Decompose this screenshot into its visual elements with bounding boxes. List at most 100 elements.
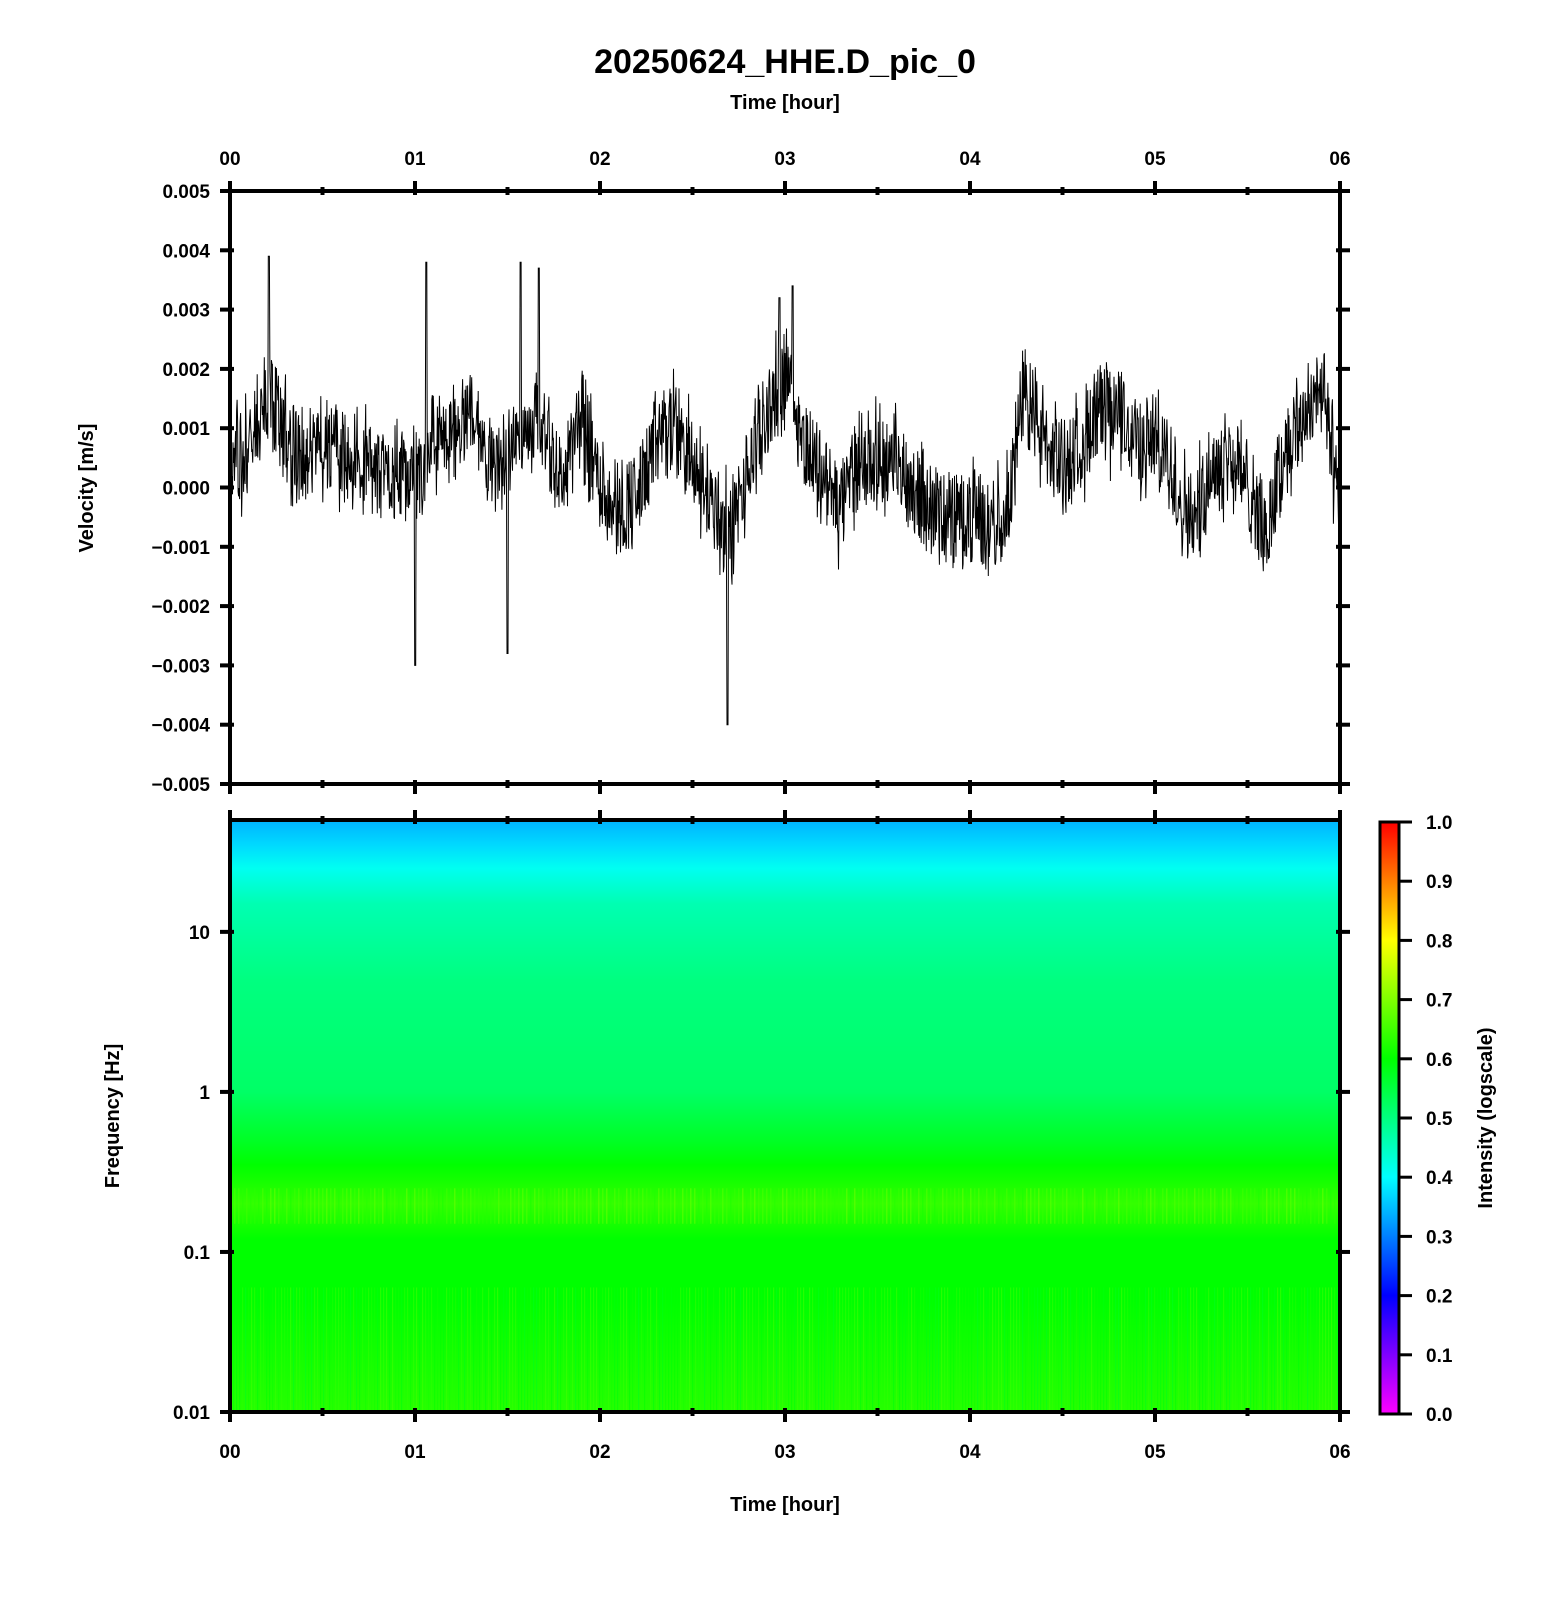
spectrogram-stripe [1190,1287,1192,1412]
spectrogram-stripe [1235,1287,1237,1412]
spectrogram-stripe [491,1287,493,1412]
spectrogram-band-stripe [326,1188,328,1224]
spectrogram-stripe [584,1287,586,1412]
spectrogram-stripe [662,1287,664,1412]
spectrogram-stripe [626,1287,628,1412]
waveform-y-tick-label: 0.000 [162,479,210,500]
spectrogram-stripe [374,1287,376,1412]
spectrogram-band-stripe [410,1188,412,1224]
spectrogram-band-stripe [626,1188,628,1224]
spectrogram-stripe [974,1287,976,1412]
spectrogram-band-stripe [1078,1188,1080,1224]
spectrogram-band-stripe [1010,1188,1012,1224]
spectrogram-band-stripe [1022,1188,1024,1224]
spectrogram-stripe [980,1287,982,1412]
spectrogram-stripe [890,1287,892,1412]
spectrogram-band-stripe [1126,1188,1128,1224]
waveform-x-ticks: 00 01 02 03 04 05 06 [219,149,1351,794]
waveform-y-tick-label: 0.004 [162,241,210,262]
spectrogram-band-stripe [994,1188,996,1224]
spectrogram-band-stripe [1162,1188,1164,1224]
spectrogram-band-stripe [686,1188,688,1224]
spectrogram-stripe [416,1287,418,1412]
spectrogram-stripe [941,1287,943,1412]
spectrogram-stripe [1334,1287,1336,1412]
spectrogram-band-stripe [954,1188,956,1224]
spectrogram-stripe [698,1287,700,1412]
spectrogram-band-stripe [1150,1188,1152,1224]
spectrogram-stripe [545,1287,547,1412]
colorbar-tick-label: 0.8 [1426,931,1452,952]
spectrogram-stripe [434,1287,436,1412]
spectrogram-stripe [809,1287,811,1412]
spectrogram-stripe [605,1287,607,1412]
spectrogram-stripe [1055,1287,1057,1412]
spectrogram-x-ticks: 00 01 02 03 04 05 06 [219,810,1351,1463]
spectrogram-band-stripe [498,1188,500,1224]
spectrogram-band-stripe [654,1188,656,1224]
waveform-trace [229,255,1341,726]
spectrogram-stripe [1064,1287,1066,1412]
spectrogram-band-stripe [614,1188,616,1224]
spectrogram-band-stripe [1158,1188,1160,1224]
spectrogram-stripe [263,1287,265,1412]
spectrogram-stripe [1127,1287,1129,1412]
spectrogram-band-stripe [278,1188,280,1224]
spectrogram-band-stripe [478,1188,480,1224]
spectrogram-band-stripe [1090,1188,1092,1224]
spectrogram-band-stripe [1146,1188,1148,1224]
spectrogram-band-stripe [1278,1188,1280,1224]
spectrogram-stripe [353,1287,355,1412]
spectrogram-band-stripe [1186,1188,1188,1224]
spectrogram-band-stripe [446,1188,448,1224]
spectrogram-band-stripe [414,1188,416,1224]
spectrogram-band-stripe [934,1188,936,1224]
top-x-axis-label: Time [hour] [730,92,840,114]
spectrogram-stripe [686,1287,688,1412]
spectrogram-stripe [743,1287,745,1412]
spectrogram-stripe [1205,1287,1207,1412]
spectrogram-stripe [1181,1287,1183,1412]
spectrogram-band-stripe [474,1188,476,1224]
spectrogram-stripe [413,1287,415,1412]
spectrogram-stripe [896,1287,898,1412]
spectrogram-band-stripe [718,1188,720,1224]
spectrogram-stripe [377,1287,379,1412]
spectrogram-stripe [422,1287,424,1412]
spectrogram-band-stripe [1218,1188,1220,1224]
spectrogram-band-stripe [274,1188,276,1224]
spectrogram-stripe [269,1287,271,1412]
spectrogram-stripe [380,1287,382,1412]
spectrogram-band-stripe [702,1188,704,1224]
spectrogram-stripe [329,1287,331,1412]
spectrogram-band-stripe [1122,1188,1124,1224]
spectrogram-band-stripe [318,1188,320,1224]
spectrogram-band-stripe [330,1188,332,1224]
spectrogram-band-stripe [1082,1188,1084,1224]
spectrogram-stripe [1241,1287,1243,1412]
spectrogram-stripe [1016,1287,1018,1412]
spectrogram-band-stripe [1174,1188,1176,1224]
spectrogram-band-stripe [570,1188,572,1224]
spectrogram-stripe [1019,1287,1021,1412]
spectrogram-stripe [476,1287,478,1412]
waveform-x-tick-label: 02 [589,149,610,170]
spectrogram-band-stripe [1030,1188,1032,1224]
spectrogram-band-stripe [910,1188,912,1224]
spectrogram-stripe [644,1287,646,1412]
spectrogram-stripe [1211,1287,1213,1412]
spectrogram-band-stripe [1334,1188,1336,1224]
spectrogram-band-stripe [558,1188,560,1224]
spectrogram-stripe [833,1287,835,1412]
spectrogram-band-stripe [1282,1188,1284,1224]
spectrogram-stripe [1172,1287,1174,1412]
spectrogram-band-stripe [1194,1188,1196,1224]
spectrogram-stripe [803,1287,805,1412]
spectrogram-stripe [845,1287,847,1412]
spectrogram-band-stripe [1262,1188,1264,1224]
colorbar-gradient [1378,820,1401,1416]
spectrogram-band-stripe [962,1188,964,1224]
spectrogram-stripe [788,1287,790,1412]
spectrogram-stripe [938,1287,940,1412]
spectrogram-stripe [569,1287,571,1412]
